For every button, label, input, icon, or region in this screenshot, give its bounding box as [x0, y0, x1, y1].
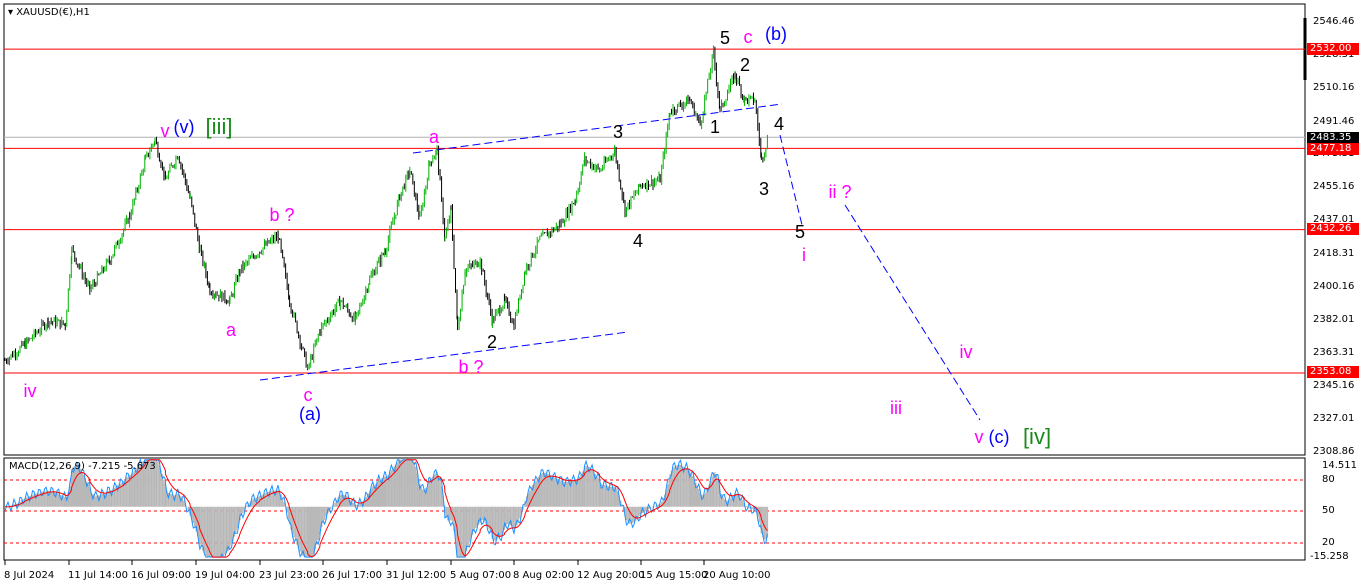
wave-label: 5 — [719, 28, 731, 48]
price-axis-label: 2546.46 — [1313, 16, 1355, 27]
time-axis-label: 23 Jul 23:00 — [259, 570, 319, 581]
wave-label: [iii] — [205, 114, 233, 139]
level-tag-2353: 2353.08 — [1307, 366, 1359, 378]
time-axis-label: 12 Aug 20:00 — [577, 570, 645, 581]
macd-signal-line — [4, 459, 768, 558]
wave-label: 2 — [486, 332, 498, 352]
wave-label: c — [743, 27, 753, 47]
wave-label: 1 — [709, 117, 721, 137]
wave-label: 2 — [739, 55, 751, 75]
lower-channel-line[interactable] — [259, 331, 629, 381]
macd-axis-min: -15.258 — [1310, 551, 1349, 562]
time-axis-label: 20 Aug 10:00 — [703, 570, 771, 581]
macd-axis-20: 20 — [1322, 537, 1335, 548]
price-axis-label: 2418.31 — [1313, 247, 1355, 259]
level-tag-2532: 2532.00 — [1307, 43, 1359, 55]
price-axis-label: 2491.46 — [1313, 115, 1355, 127]
current-price-tag: 2483.35 — [1307, 132, 1359, 144]
wave-label: 4 — [773, 114, 785, 134]
wave-label: ii ? — [828, 182, 852, 202]
level-tag-2432: 2432.26 — [1307, 223, 1359, 235]
price-axis-label: 2363.31 — [1313, 347, 1355, 359]
time-axis-label: 16 Jul 09:00 — [131, 570, 191, 581]
price-axis-label: 2382.01 — [1313, 313, 1355, 325]
wave-label: b ? — [269, 205, 295, 225]
macd-title: MACD(12,26,9) -7.215 -5.673 — [9, 461, 156, 472]
time-axis-label: 8 Aug 02:00 — [513, 570, 575, 581]
time-axis-label: 15 Aug 15:00 — [640, 570, 708, 581]
price-axis-label: 2345.16 — [1313, 380, 1355, 392]
price-axis-label: 2308.86 — [1313, 446, 1355, 457]
macd-axis-50: 50 — [1322, 505, 1335, 516]
wave-label: iv — [23, 381, 37, 401]
trendlines[interactable] — [259, 103, 981, 421]
symbol-text: XAUUSD(€),H1 — [16, 7, 90, 18]
wave-label: (c) — [988, 427, 1010, 447]
projection-line-c[interactable] — [844, 204, 981, 421]
wave-label: 3 — [758, 179, 770, 199]
time-axis-label: 31 Jul 12:00 — [386, 570, 446, 581]
wave-label: (a) — [299, 404, 321, 424]
wave-label: i — [802, 245, 806, 265]
price-axis-label: 2400.16 — [1313, 280, 1355, 292]
time-axis-label: 5 Aug 07:00 — [450, 570, 512, 581]
time-axis-label: 8 Jul 2024 — [4, 570, 55, 581]
price-axis-label: 2327.01 — [1313, 413, 1355, 425]
wave-label: v — [160, 121, 170, 141]
wave-label: v — [974, 427, 984, 447]
price-axis-label: 2437.01 — [1313, 214, 1355, 226]
wave-label: b ? — [458, 357, 484, 377]
wave-label: 3 — [612, 122, 624, 142]
wave-label: c — [303, 385, 313, 405]
wave-label: iii — [890, 398, 902, 418]
time-axis-label: 19 Jul 04:00 — [195, 570, 255, 581]
wave-label: iv — [959, 342, 973, 362]
macd-axis-80: 80 — [1322, 474, 1335, 485]
wave-label: (v) — [173, 117, 195, 137]
time-axis-label: 11 Jul 14:00 — [68, 570, 128, 581]
symbol-title: ▾ XAUUSD(€),H1 — [8, 7, 90, 18]
upper-channel-line[interactable] — [412, 103, 783, 154]
projection-line-i[interactable] — [779, 134, 803, 226]
wave-label: a — [428, 127, 440, 147]
time-axis-label: 26 Jul 17:00 — [322, 570, 382, 581]
wave-label: (b) — [765, 24, 787, 44]
wave-label: 4 — [632, 231, 644, 251]
price-axis-label: 2455.16 — [1313, 181, 1355, 193]
macd-axis-max: 14.511 — [1322, 460, 1357, 471]
price-axis-label: 2510.16 — [1313, 81, 1355, 93]
level-tag-2477: 2477.18 — [1307, 143, 1359, 155]
wave-label: a — [225, 320, 237, 340]
wave-label: 5 — [794, 222, 806, 242]
wave-label: [iv] — [1022, 424, 1052, 449]
